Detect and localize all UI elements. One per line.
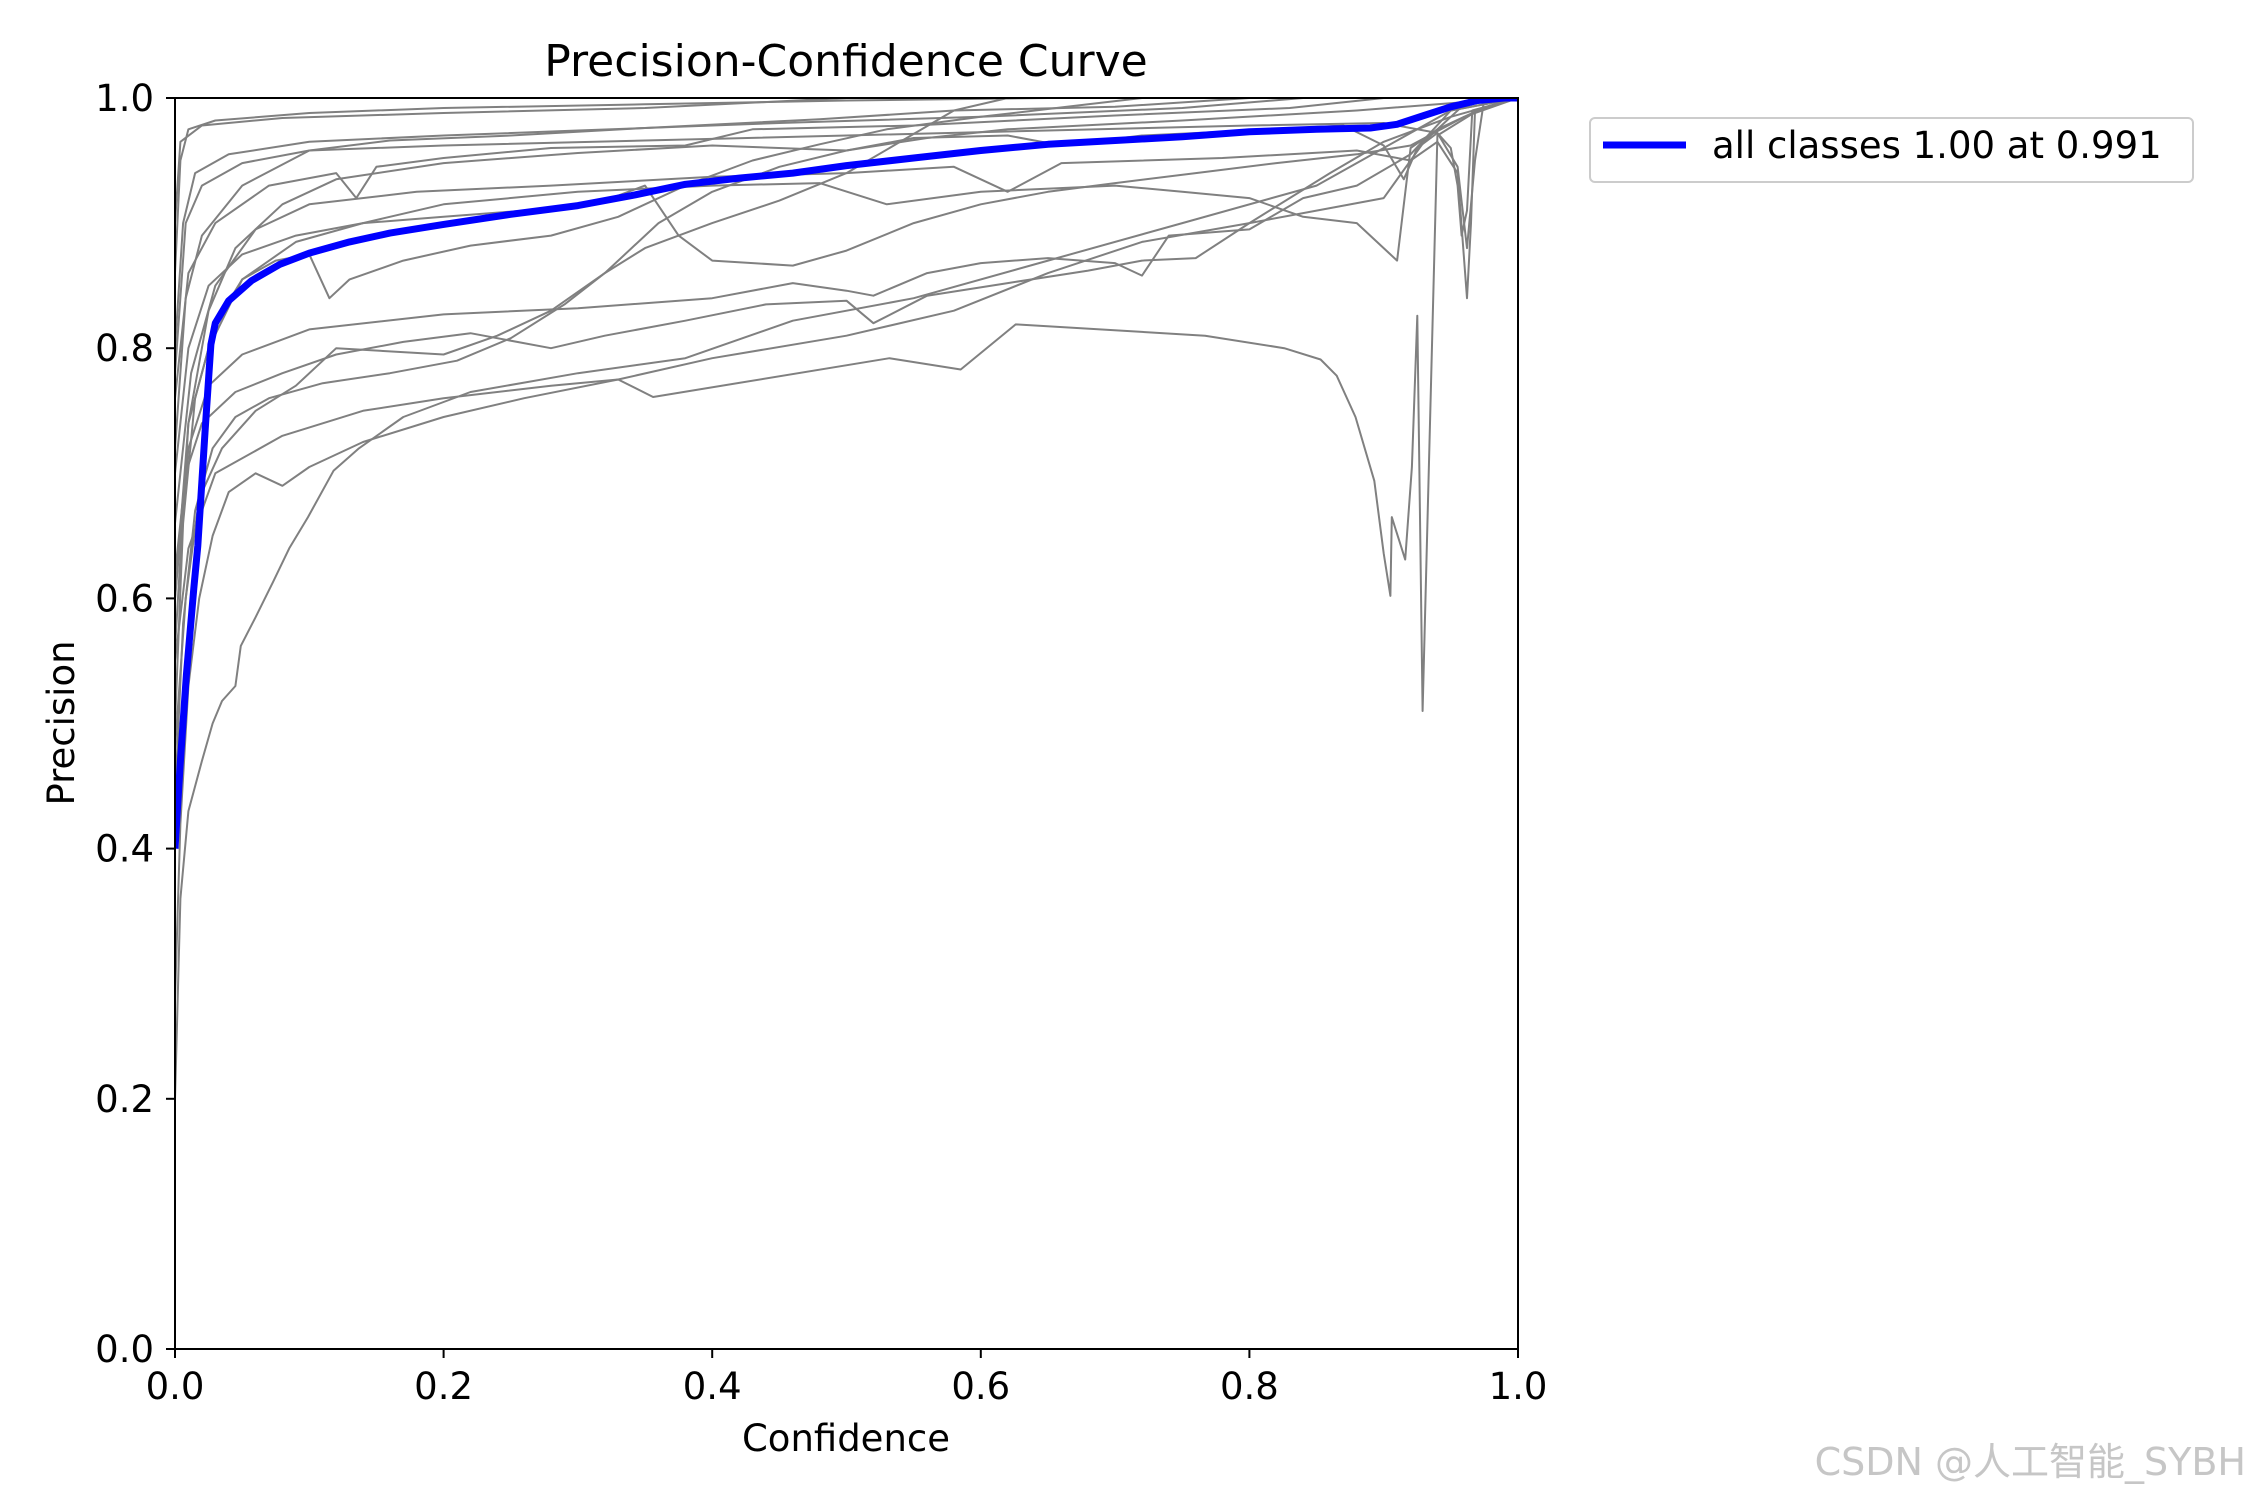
class-curve-16 bbox=[175, 98, 1518, 799]
class-curve-13 bbox=[175, 98, 1518, 474]
class-curve-17 bbox=[175, 98, 1518, 224]
class-curve-11 bbox=[175, 98, 1518, 599]
y-tick-label: 1.0 bbox=[95, 77, 154, 120]
legend-label-all-classes: all classes 1.00 at 0.991 bbox=[1712, 124, 2162, 167]
x-tick-label: 0.8 bbox=[1220, 1365, 1279, 1408]
class-curve-4 bbox=[175, 98, 1518, 399]
watermark: CSDN @人工智能_SYBH bbox=[1815, 1440, 2246, 1484]
y-tick-label: 0.6 bbox=[95, 577, 154, 620]
class-curve-1 bbox=[175, 98, 1518, 274]
class-curve-2 bbox=[175, 98, 1518, 349]
x-tick-label: 0.2 bbox=[414, 1365, 473, 1408]
y-tick-label: 0.8 bbox=[95, 327, 154, 370]
class-curve-12 bbox=[175, 98, 1518, 574]
class-curve-5 bbox=[175, 98, 1518, 524]
y-tick-label: 0.2 bbox=[95, 1078, 154, 1121]
plot-frame bbox=[174, 97, 1519, 1350]
y-tick-label: 0.4 bbox=[95, 828, 154, 871]
x-tick-label: 0.0 bbox=[146, 1365, 205, 1408]
all-classes-curve bbox=[175, 98, 1518, 849]
x-axis: 0.0 0.2 0.4 0.6 0.8 1.0 bbox=[146, 1349, 1548, 1408]
x-axis-label: Confidence bbox=[742, 1417, 950, 1460]
x-tick-label: 0.4 bbox=[683, 1365, 742, 1408]
legend-box bbox=[1589, 117, 2194, 183]
chart-title: Precision-Confidence Curve bbox=[544, 36, 1147, 87]
y-axis-label: Precision bbox=[40, 640, 83, 805]
class-curve-8 bbox=[175, 98, 1518, 999]
class-curve-10 bbox=[175, 98, 1518, 749]
y-tick-label: 0.0 bbox=[95, 1328, 154, 1371]
class-curve-7 bbox=[175, 98, 1518, 712]
series-layer bbox=[175, 98, 1518, 1099]
class-curve-9 bbox=[175, 98, 1518, 1099]
x-tick-label: 0.6 bbox=[951, 1365, 1010, 1408]
legend: all classes 1.00 at 0.991 bbox=[1589, 117, 2194, 183]
class-curve-3 bbox=[175, 98, 1518, 449]
x-tick-label: 1.0 bbox=[1489, 1365, 1548, 1408]
class-curve-14 bbox=[175, 98, 1518, 374]
class-curve-6 bbox=[175, 98, 1518, 599]
plot-area bbox=[175, 98, 1518, 1349]
y-axis: 0.0 0.2 0.4 0.6 0.8 1.0 bbox=[95, 77, 175, 1371]
